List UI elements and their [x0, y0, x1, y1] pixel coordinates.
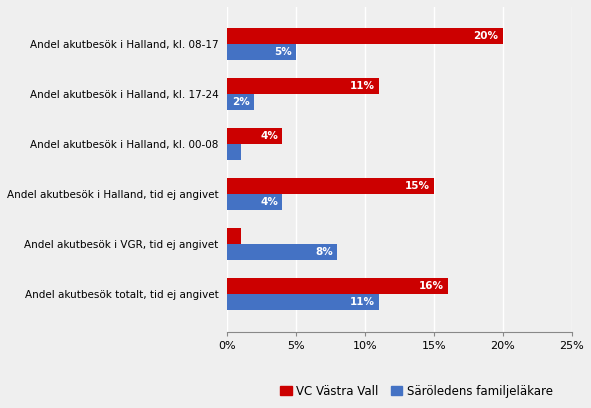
- Text: 8%: 8%: [316, 247, 333, 257]
- Text: 5%: 5%: [274, 47, 292, 58]
- Text: 2%: 2%: [233, 98, 251, 107]
- Bar: [227, 295, 379, 310]
- Bar: [227, 178, 434, 194]
- Bar: [227, 244, 337, 260]
- Bar: [227, 29, 503, 44]
- Bar: [227, 194, 282, 211]
- Bar: [227, 78, 379, 94]
- Text: 15%: 15%: [405, 182, 430, 191]
- Bar: [227, 278, 447, 295]
- Text: 4%: 4%: [260, 197, 278, 207]
- Bar: [227, 129, 282, 144]
- Bar: [227, 44, 296, 60]
- Text: 4%: 4%: [260, 131, 278, 142]
- Text: 20%: 20%: [473, 31, 499, 42]
- Bar: [227, 228, 241, 244]
- Text: 16%: 16%: [418, 282, 443, 291]
- Text: 11%: 11%: [349, 82, 375, 91]
- Text: 11%: 11%: [349, 297, 375, 307]
- Bar: [227, 144, 241, 160]
- Legend: VC Västra Vall, Säröledens familjeläkare: VC Västra Vall, Säröledens familjeläkare: [275, 380, 558, 402]
- Bar: [227, 94, 255, 111]
